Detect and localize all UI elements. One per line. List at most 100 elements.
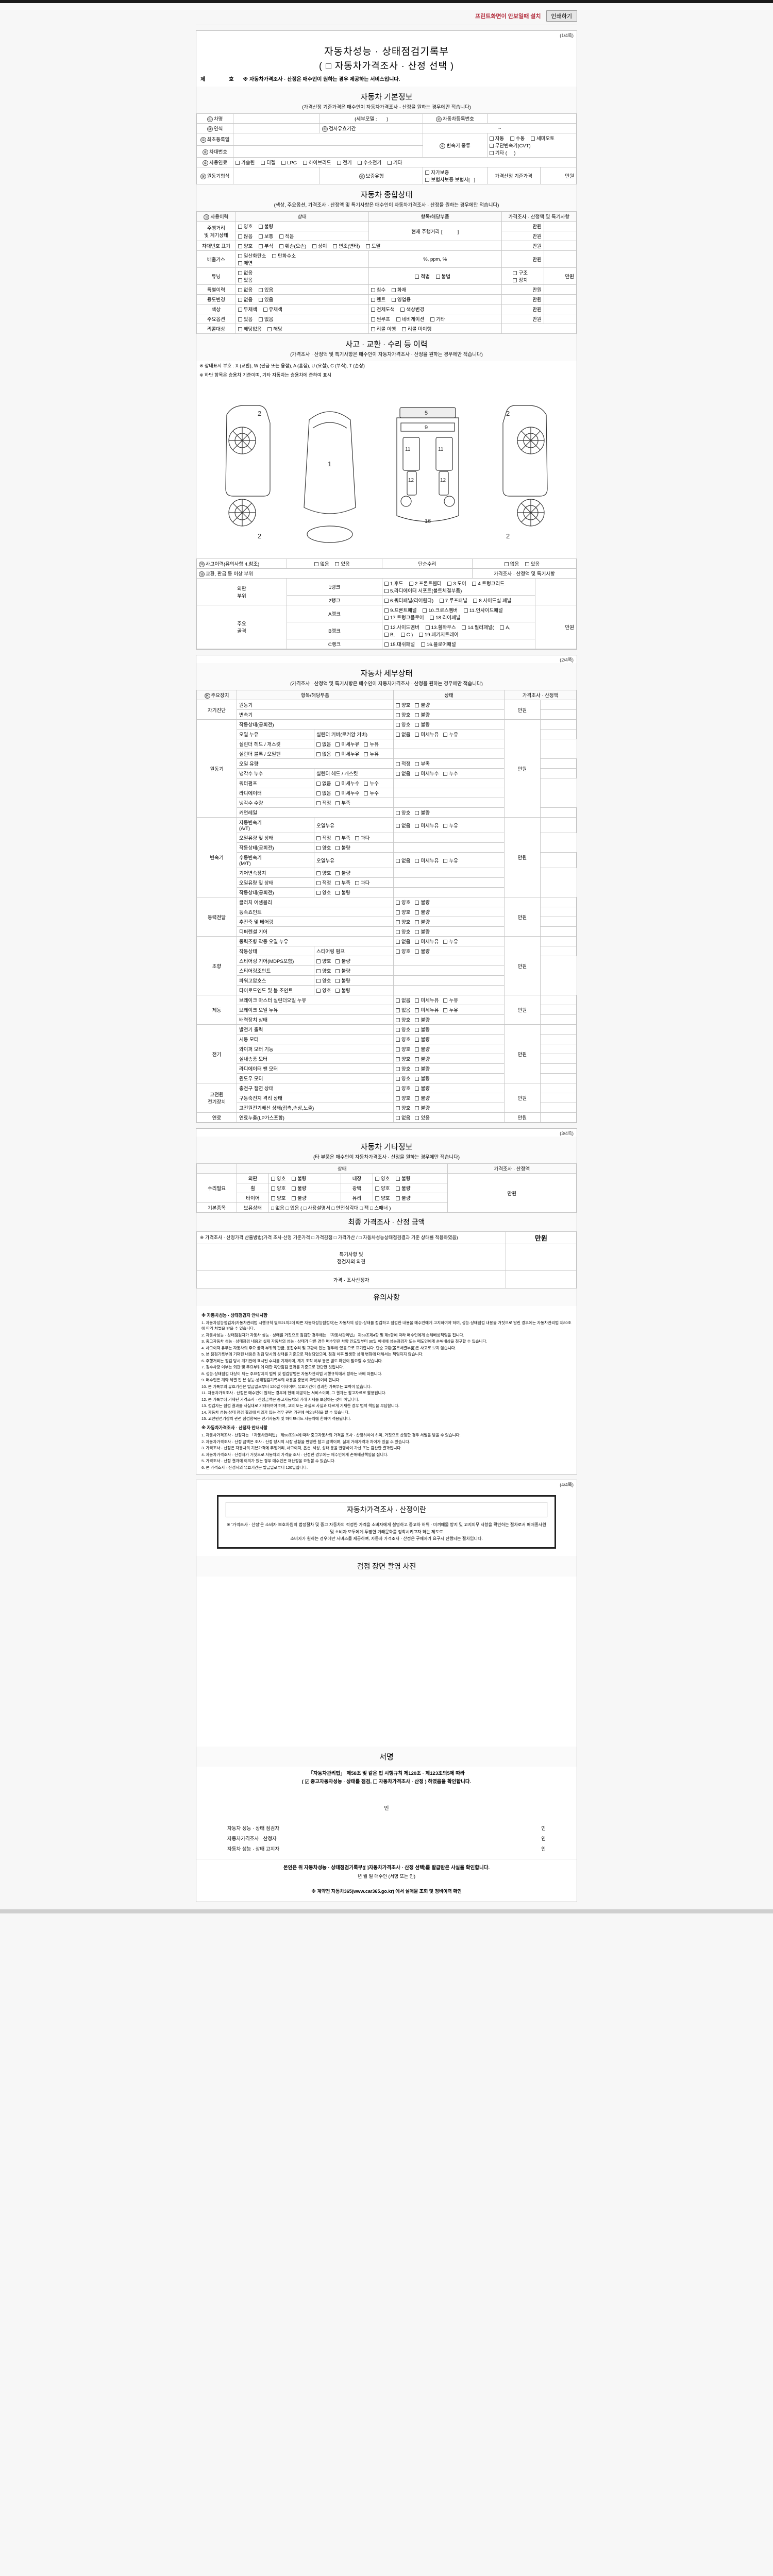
opt-yes[interactable]: 있음 xyxy=(258,286,273,293)
checkbox-icon[interactable] xyxy=(238,261,242,265)
tuning-type[interactable]: 구조 장치 xyxy=(501,267,544,285)
opt-illegal[interactable]: 불법 xyxy=(435,273,450,280)
opt-미세누유[interactable]: 미세누유 xyxy=(415,731,439,738)
checkbox-icon[interactable] xyxy=(279,234,284,239)
opt-없음[interactable]: 없음 xyxy=(396,1006,410,1013)
checkbox-icon[interactable] xyxy=(396,1028,400,1032)
year-value[interactable] xyxy=(233,123,321,133)
checkbox-icon[interactable] xyxy=(258,225,263,229)
opt-good[interactable]: 양호 xyxy=(271,1184,285,1192)
opt-불량[interactable]: 불량 xyxy=(415,1104,430,1111)
checkbox-icon[interactable] xyxy=(375,1196,379,1200)
detail-price-value[interactable] xyxy=(540,709,577,720)
opt-불량[interactable]: 불량 xyxy=(415,1045,430,1053)
vin-value[interactable] xyxy=(233,145,424,158)
opt-없음[interactable]: 없음 xyxy=(396,996,410,1004)
checkbox-icon[interactable] xyxy=(396,762,400,766)
detail-price-value[interactable] xyxy=(540,1044,577,1054)
exterior-price[interactable] xyxy=(535,578,577,605)
detail-state[interactable]: 양호 불량 xyxy=(393,1054,505,1064)
opt-bad[interactable]: 불량 xyxy=(396,1184,411,1192)
detail-price-value[interactable] xyxy=(540,946,577,956)
checkbox-icon[interactable] xyxy=(364,742,368,747)
detail-state[interactable]: 양호 불량 xyxy=(393,946,505,956)
print-help-note[interactable]: 프린트화면이 안보일때 설치 xyxy=(475,13,541,20)
part-inside-panel[interactable]: 11.인사이드패널 xyxy=(463,606,503,614)
options-item[interactable]: 썬루프 네비게이션 기타 xyxy=(368,314,502,324)
checkbox-icon[interactable] xyxy=(396,1116,400,1120)
checkbox-icon[interactable] xyxy=(384,625,389,630)
checkbox-icon[interactable] xyxy=(443,858,448,863)
opt-양호[interactable]: 양호 xyxy=(316,967,331,974)
opt-불량[interactable]: 불량 xyxy=(335,987,350,994)
recall-item[interactable]: 리콜 이행 리콜 미이행 xyxy=(368,324,502,334)
warranty-opt-self[interactable]: 자가보증 xyxy=(425,168,449,176)
detail-state[interactable]: 양호 불량 xyxy=(393,709,505,720)
opt-미세누유[interactable]: 미세누유 xyxy=(335,750,359,757)
checkbox-icon[interactable] xyxy=(415,733,419,737)
detail-state[interactable]: 없음 미세누유 누유 xyxy=(393,852,505,868)
opt-없음[interactable]: 없음 xyxy=(316,750,331,757)
checkbox-icon[interactable] xyxy=(425,178,430,182)
detail-state[interactable]: 양호 불량 xyxy=(393,1014,505,1025)
checkbox-icon[interactable] xyxy=(396,950,400,954)
checkbox-icon[interactable] xyxy=(271,1196,275,1200)
fuel-opt-diesel[interactable]: 디젤 xyxy=(261,159,276,166)
opt-bad[interactable]: 불량 xyxy=(292,1184,307,1192)
opt-부족[interactable]: 부족 xyxy=(415,760,430,767)
checkbox-icon[interactable] xyxy=(415,1067,419,1071)
trans-opt-cvt[interactable]: 무단변속기(CVT) xyxy=(489,142,531,149)
opt-none[interactable]: 없음 xyxy=(258,315,273,323)
checkbox-icon[interactable] xyxy=(316,836,321,840)
opt-achromatic[interactable]: 무채색 xyxy=(238,306,257,313)
rank-1-items[interactable]: 1.후드 2.프론트휀더 3.도어 4.트렁크리드 5.라디에이터 서포트(볼트… xyxy=(382,578,535,596)
tuning-legality[interactable]: 적법 불법 xyxy=(368,267,502,285)
opt-none[interactable]: 없음 xyxy=(314,560,329,567)
detail-state[interactable]: 양호 불량 xyxy=(314,985,394,995)
checkbox-icon[interactable] xyxy=(335,969,340,973)
opt-미세누유[interactable]: 미세누유 xyxy=(415,857,439,864)
opt-누유[interactable]: 누유 xyxy=(443,822,458,829)
checkbox-icon[interactable] xyxy=(396,703,400,707)
checkbox-icon[interactable] xyxy=(371,298,375,302)
recall-price[interactable] xyxy=(501,324,577,334)
checkbox-icon[interactable] xyxy=(415,823,419,828)
detail-price-value[interactable] xyxy=(540,917,577,927)
checkbox-icon[interactable] xyxy=(238,278,242,282)
checkbox-icon[interactable] xyxy=(396,998,400,1003)
detail-state[interactable]: 양호 불량 xyxy=(393,700,505,710)
checkbox-icon[interactable] xyxy=(415,920,419,924)
opt-bad[interactable]: 불량 xyxy=(292,1175,307,1182)
carname-value[interactable] xyxy=(233,113,321,124)
checkbox-icon[interactable] xyxy=(384,582,389,586)
checkbox-icon[interactable] xyxy=(415,713,419,717)
sign-row-notifier[interactable]: 자동차 성능 · 상태 고지자 인 xyxy=(227,1843,546,1854)
checkbox-icon[interactable] xyxy=(258,288,263,292)
opt-부족[interactable]: 부족 xyxy=(335,834,350,841)
checkbox-icon[interactable] xyxy=(415,1047,419,1052)
fuel-opt-lpg[interactable]: LPG xyxy=(281,160,297,166)
detail-price-value[interactable] xyxy=(540,1063,577,1074)
opt-yes[interactable]: 있음 xyxy=(335,560,350,567)
checkbox-icon[interactable] xyxy=(384,642,389,647)
detail-price-value[interactable] xyxy=(393,778,505,788)
detail-price-value[interactable] xyxy=(540,729,577,739)
price-value[interactable] xyxy=(543,284,577,295)
price-value[interactable] xyxy=(543,250,577,268)
checkbox-icon[interactable] xyxy=(423,608,427,613)
detail-price-value[interactable] xyxy=(540,1083,577,1093)
rank-b-items[interactable]: 12.사이드멤버 13.휠하우스 14.필러패널( A, B, C ) 19.패… xyxy=(382,622,535,639)
opt-good[interactable]: 양호 xyxy=(271,1194,285,1201)
checkbox-icon[interactable] xyxy=(373,1779,377,1784)
opt-bad[interactable]: 불량 xyxy=(396,1194,411,1201)
opt-none[interactable]: 없음 xyxy=(238,269,253,276)
checkbox-icon[interactable] xyxy=(396,1047,400,1052)
part-door[interactable]: 3.도어 xyxy=(447,580,466,587)
checkbox-icon[interactable] xyxy=(525,562,529,566)
base-price-value[interactable]: 만원 xyxy=(540,167,577,184)
detail-price-value[interactable] xyxy=(540,995,577,1005)
detail-state[interactable]: 양호 불량 xyxy=(393,1044,505,1054)
part-package-tray[interactable]: 19.패키지트레이 xyxy=(418,631,459,638)
detail-price-value[interactable] xyxy=(540,1024,577,1035)
detail-state[interactable]: 양호 불량 xyxy=(393,1083,505,1093)
